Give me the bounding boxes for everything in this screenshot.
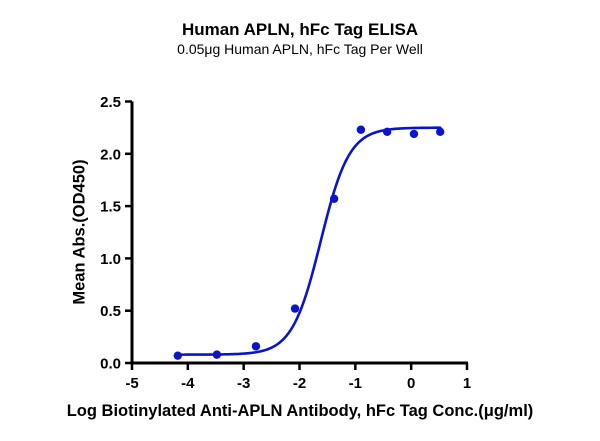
data-point bbox=[409, 129, 419, 139]
y-tick-label: 2.0 bbox=[100, 146, 121, 163]
data-point bbox=[251, 342, 261, 351]
chart-subtitle: 0.05μg Human APLN, hFc Tag Per Well bbox=[177, 41, 423, 57]
chart-title: Human APLN, hFc Tag ELISA bbox=[181, 20, 419, 39]
x-tick-label: -1 bbox=[349, 375, 362, 392]
x-tick-label: -2 bbox=[293, 375, 306, 392]
y-tick-label: 1.5 bbox=[100, 199, 121, 216]
data-point bbox=[212, 350, 222, 359]
x-tick-label: 0 bbox=[407, 375, 415, 392]
data-point bbox=[290, 304, 300, 313]
axes: -5 -4 -3 -2 -1 0 1 0.0 0.5 1.0 1.5 2.0 2.5 bbox=[100, 94, 471, 392]
x-tick-label: 1 bbox=[463, 375, 471, 392]
y-tick-label: 0.5 bbox=[100, 303, 121, 320]
y-tick-label: 1.0 bbox=[100, 251, 121, 268]
data-point bbox=[173, 351, 182, 360]
data-point bbox=[436, 127, 445, 137]
data-point bbox=[329, 194, 339, 203]
x-tick-label: -4 bbox=[181, 375, 195, 392]
x-axis-label: Log Biotinylated Anti-APLN Antibody, hFc… bbox=[66, 402, 534, 420]
fit-curve-line bbox=[176, 126, 442, 356]
data-points bbox=[173, 125, 445, 360]
fit-curve bbox=[176, 126, 442, 356]
y-tick-label: 2.5 bbox=[100, 94, 121, 111]
x-tick-label: -5 bbox=[125, 375, 138, 392]
data-point bbox=[356, 125, 366, 134]
x-tick-label: -3 bbox=[237, 375, 250, 392]
data-point bbox=[382, 127, 392, 137]
y-tick-label: 0.0 bbox=[100, 356, 121, 373]
